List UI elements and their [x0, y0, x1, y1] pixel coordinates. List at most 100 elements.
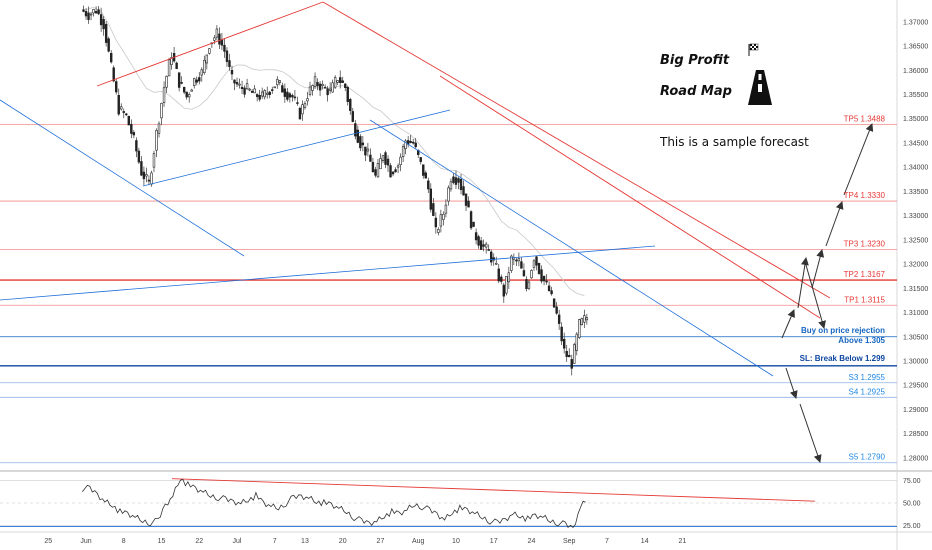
candle-body: [580, 318, 584, 325]
road-dash: [758, 74, 762, 80]
level-label: SL: Break Below 1.299: [800, 354, 886, 363]
candle-body: [104, 23, 108, 43]
candle-body: [323, 86, 327, 89]
forecast-note: This is a sample forecast: [659, 135, 809, 149]
candle-body: [457, 178, 460, 183]
candle-body: [515, 259, 518, 262]
candle-body: [364, 146, 367, 156]
price-tick-label: 1.33500: [903, 189, 928, 196]
price-tick-label: 1.32000: [903, 262, 928, 269]
candle-body: [525, 279, 528, 289]
candle-body: [404, 140, 407, 149]
forecast-arrow: [811, 249, 825, 289]
candle-body: [240, 86, 244, 90]
candle-body: [208, 48, 211, 54]
price-tick-label: 1.33000: [903, 213, 928, 220]
candle-body: [371, 162, 375, 173]
candle-body: [472, 221, 475, 227]
candle-body: [190, 89, 193, 92]
level-label: TP4 1.3330: [844, 191, 886, 200]
candle-body: [306, 98, 309, 102]
level-label: TP1 1.3115: [844, 295, 885, 304]
candle-body: [150, 172, 153, 185]
candle-body: [379, 158, 382, 170]
candle-body: [175, 62, 178, 69]
flag-cell: [750, 48, 752, 50]
candle-body: [429, 188, 433, 210]
price-tick-label: 1.37000: [903, 19, 928, 26]
candle-body: [308, 86, 312, 95]
candle-body: [452, 176, 455, 183]
candle-body: [82, 9, 85, 12]
candle-body: [152, 153, 156, 168]
time-tick-label: 21: [679, 538, 687, 545]
price-tick-label: 1.36000: [903, 68, 928, 75]
candle-body: [409, 141, 412, 143]
forecast-arrow: [825, 201, 844, 247]
level-label: Buy on price rejection: [801, 326, 885, 335]
level-label: Above 1.305: [838, 336, 885, 345]
candle-body: [331, 82, 334, 93]
candle-body: [381, 155, 385, 162]
title-line-1: Big Profit: [660, 53, 730, 68]
trend-lines: [0, 1, 831, 377]
candle-body: [399, 156, 402, 166]
candle-body: [542, 275, 546, 282]
candle-body: [570, 359, 573, 369]
candle-body: [341, 80, 344, 83]
time-tick-label: 8: [122, 538, 126, 545]
candle-body: [339, 77, 342, 83]
price-tick-label: 1.36500: [903, 44, 928, 51]
candle-body: [326, 88, 329, 96]
candle-body: [223, 44, 226, 52]
candle-body: [145, 174, 148, 177]
candle-body: [311, 85, 314, 91]
candle-body: [585, 317, 589, 321]
candle-body: [505, 276, 508, 294]
candle-body: [532, 260, 536, 268]
candle-body: [162, 87, 166, 103]
candle-body: [444, 204, 448, 214]
candle-body: [313, 76, 317, 87]
candle-body: [278, 80, 282, 83]
candle-body: [376, 163, 380, 178]
time-tick-label: Jul: [233, 538, 242, 545]
candle-body: [276, 79, 279, 86]
flag-cell: [754, 44, 756, 46]
candle-body: [193, 78, 196, 86]
candle-body: [115, 81, 118, 93]
candle-body: [349, 99, 352, 111]
candle-body: [298, 107, 302, 120]
price-tick-label: 1.31000: [903, 310, 928, 317]
candle-body: [439, 214, 443, 227]
time-tick-label: 24: [528, 538, 536, 545]
level-lines: [0, 124, 897, 464]
trend-line: [0, 99, 245, 257]
candle-body: [575, 333, 578, 351]
candle-body: [238, 83, 241, 86]
candle-body: [135, 140, 138, 152]
candle-body: [396, 165, 400, 168]
candle-body: [568, 355, 571, 358]
candle-body: [94, 11, 98, 14]
trend-line: [369, 119, 774, 377]
candle-body: [84, 11, 88, 17]
candle-body: [120, 106, 123, 110]
candle-body: [122, 111, 125, 113]
candle-body: [92, 9, 95, 14]
trend-line: [322, 1, 831, 299]
candle-body: [424, 172, 427, 179]
time-tick-label: 27: [377, 538, 385, 545]
candle-body: [97, 9, 100, 15]
candle-body: [230, 69, 234, 75]
candle-body: [344, 83, 347, 88]
candle-body: [125, 113, 128, 116]
price-axis: 1.37000 1.36500 1.36000 1.35500 1.35000 1.345…: [903, 19, 928, 462]
candle-body: [411, 141, 415, 144]
candle-body: [263, 90, 266, 98]
candle-body: [557, 314, 561, 324]
candle-body: [109, 52, 113, 63]
candle-body: [316, 82, 319, 87]
candle-body: [467, 200, 470, 208]
